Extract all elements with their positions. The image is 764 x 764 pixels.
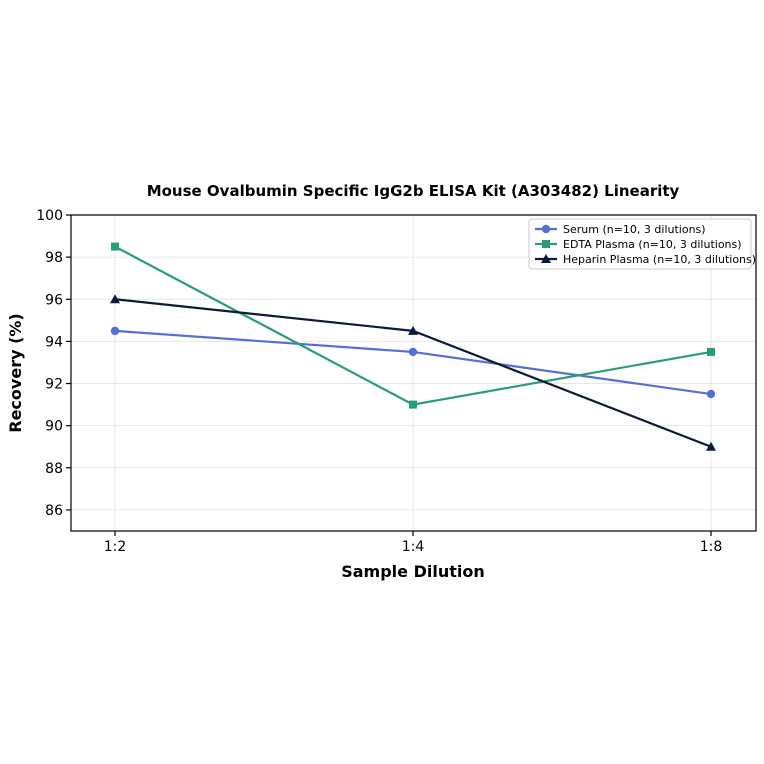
data-series (110, 242, 716, 451)
data-point (707, 347, 715, 356)
x-tick-label: 1:8 (700, 539, 723, 555)
y-axis-label: Recovery (%) (6, 313, 25, 432)
series-0 (110, 326, 716, 399)
legend-label: Serum (n=10, 3 dilutions) (563, 223, 706, 236)
y-tick-label: 92 (45, 377, 63, 393)
chart-title: Mouse Ovalbumin Specific IgG2b ELISA Kit… (147, 182, 680, 200)
y-tick-label: 90 (45, 419, 63, 435)
axis-ticks: 86 88 90 92 94 96 98 100 1:2 1:4 1:8 (36, 208, 722, 555)
data-point (408, 347, 418, 357)
data-point (706, 441, 716, 451)
data-point (111, 242, 119, 251)
legend-label: EDTA Plasma (n=10, 3 dilutions) (563, 238, 742, 251)
legend: Serum (n=10, 3 dilutions) EDTA Plasma (n=… (528, 218, 756, 270)
legend-marker (541, 224, 551, 234)
y-tick-label: 100 (36, 208, 63, 224)
legend-label: Heparin Plasma (n=10, 3 dilutions) (563, 253, 756, 266)
data-point (408, 325, 418, 335)
data-point (110, 326, 120, 336)
data-point (409, 400, 417, 409)
y-tick-label: 86 (45, 503, 63, 519)
y-tick-label: 94 (45, 334, 63, 350)
x-tick-label: 1:2 (104, 539, 127, 555)
data-point (110, 294, 120, 304)
series-2 (110, 294, 716, 451)
legend-marker (542, 240, 550, 248)
y-tick-label: 96 (45, 292, 63, 308)
legend-box (528, 218, 752, 270)
x-axis-label: Sample Dilution (341, 562, 485, 581)
x-tick-label: 1:4 (402, 539, 425, 555)
legend-marker (541, 254, 551, 263)
y-tick-label: 98 (45, 250, 63, 266)
series-1 (111, 242, 715, 409)
data-point (706, 389, 716, 399)
y-tick-label: 88 (45, 461, 63, 477)
